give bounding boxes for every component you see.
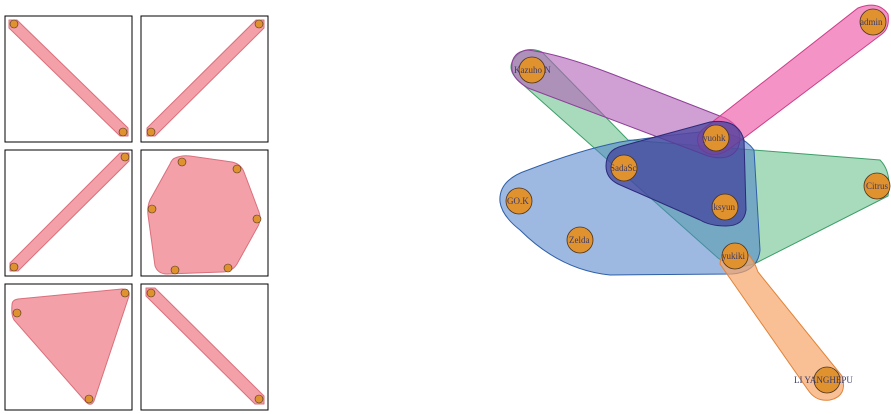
panel-2 — [140, 15, 269, 143]
hyperedge-shape — [145, 287, 265, 405]
panel-1 — [4, 15, 133, 143]
panel-5 — [4, 283, 133, 411]
panel-4 — [140, 149, 269, 277]
node-label: yukiki — [722, 251, 746, 261]
node-label: SadaSc — [610, 163, 637, 173]
node-dot — [254, 394, 264, 404]
node-dot — [147, 204, 157, 214]
panel-3 — [4, 149, 133, 277]
node-label: GO.K — [507, 196, 529, 206]
node-yuohk[interactable]: yuohk — [702, 124, 730, 152]
node-gok[interactable]: GO.K — [505, 187, 533, 215]
node-dot — [252, 214, 262, 224]
node-circle — [610, 154, 638, 182]
node-dot — [120, 288, 130, 298]
node-label: yuohk — [703, 133, 726, 143]
node-dot — [9, 262, 19, 272]
node-dot — [120, 152, 130, 162]
node-iksyun[interactable]: iksyun — [711, 193, 739, 221]
node-dot — [118, 127, 128, 137]
panel-6 — [140, 283, 269, 411]
node-dot — [170, 265, 180, 275]
node-circle — [505, 187, 533, 215]
node-zelda[interactable]: Zelda — [566, 226, 594, 254]
hyperedge-shape — [11, 288, 130, 405]
network-hypergraph: Kazuho N admin yuohk SadaSc GO.K iksyun … — [499, 4, 891, 401]
node-sadasc[interactable]: SadaSc — [610, 154, 638, 182]
node-kazuho[interactable]: Kazuho N — [514, 56, 551, 84]
node-label: LI YANGHEPU — [794, 375, 853, 385]
hyperedge-shape — [146, 19, 265, 137]
node-citrus[interactable]: Citrus — [863, 172, 891, 200]
node-label: Zelda — [569, 235, 590, 245]
node-dot — [84, 394, 94, 404]
node-circle — [859, 8, 887, 36]
small-panels-grid — [4, 15, 269, 411]
node-label: Kazuho N — [514, 65, 551, 75]
node-label: iksyun — [711, 202, 736, 212]
node-circle — [711, 193, 739, 221]
node-yukiki[interactable]: yukiki — [721, 242, 749, 270]
node-circle — [863, 172, 891, 200]
node-circle — [518, 56, 546, 84]
hyperedge-shape — [9, 152, 130, 272]
node-circle — [813, 366, 841, 394]
node-dot — [177, 157, 187, 167]
node-circle — [721, 242, 749, 270]
node-li-yanghepu[interactable]: LI YANGHEPU — [794, 366, 853, 394]
node-circle — [566, 226, 594, 254]
node-label: admin — [860, 17, 883, 27]
node-dot — [146, 127, 156, 137]
node-dot — [12, 308, 22, 318]
hyperedge-shape — [8, 19, 129, 137]
node-dot — [254, 19, 264, 29]
node-label: Citrus — [866, 181, 889, 191]
node-dot — [146, 288, 156, 298]
node-dot — [223, 263, 233, 273]
node-admin[interactable]: admin — [859, 8, 887, 36]
node-circle — [702, 124, 730, 152]
node-dot — [232, 164, 242, 174]
node-dot — [9, 19, 19, 29]
